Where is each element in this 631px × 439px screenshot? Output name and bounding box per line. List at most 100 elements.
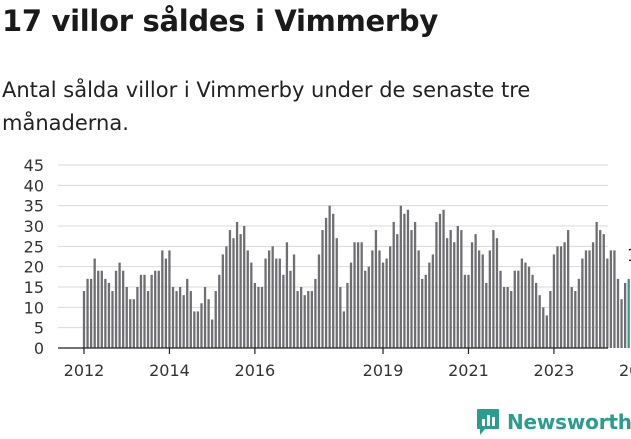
bars xyxy=(82,205,630,348)
bar xyxy=(360,242,363,348)
bar xyxy=(538,295,541,348)
bar xyxy=(143,274,146,348)
bar xyxy=(346,282,349,348)
bar xyxy=(136,287,139,348)
bar xyxy=(203,287,207,348)
x-tick-label: 2019 xyxy=(363,361,404,380)
bar xyxy=(453,242,456,348)
bar xyxy=(474,234,477,348)
bar xyxy=(467,274,470,348)
bar xyxy=(613,250,616,348)
value-label: 17 xyxy=(627,246,631,266)
bar xyxy=(502,287,506,348)
bar xyxy=(342,311,346,348)
bar xyxy=(321,230,324,348)
bar xyxy=(139,274,143,348)
bar xyxy=(161,250,164,348)
bar xyxy=(296,291,299,348)
bar xyxy=(478,250,481,348)
bar xyxy=(324,217,328,348)
bar xyxy=(314,278,317,348)
bar xyxy=(463,274,467,348)
bar xyxy=(157,270,160,348)
bar xyxy=(328,205,331,348)
bar xyxy=(381,262,385,348)
bar xyxy=(310,291,313,348)
bar xyxy=(599,230,602,348)
bar xyxy=(285,242,289,348)
bar xyxy=(292,254,296,348)
bar xyxy=(616,278,620,348)
bar xyxy=(100,270,103,348)
newsworthy-logo: Newsworthy xyxy=(476,407,631,437)
bar xyxy=(545,315,548,348)
bar xyxy=(232,238,235,348)
bar xyxy=(253,282,257,348)
brand-name: Newsworthy xyxy=(507,410,631,434)
bar xyxy=(164,258,168,348)
bar xyxy=(591,242,595,348)
annotations: 17 xyxy=(627,246,631,266)
bar xyxy=(460,230,463,348)
bar xyxy=(82,291,86,348)
bar xyxy=(431,254,435,348)
chart-title: 17 villor såldes i Vimmerby xyxy=(2,4,438,38)
bar xyxy=(225,246,228,348)
y-tick-label: 25 xyxy=(24,237,44,256)
bar xyxy=(470,242,474,348)
bar xyxy=(221,254,224,348)
y-tick-label: 35 xyxy=(24,197,44,216)
bar xyxy=(559,246,563,348)
bar xyxy=(567,230,570,348)
y-tick-label: 5 xyxy=(34,319,44,338)
bar xyxy=(86,278,89,348)
bar xyxy=(211,319,214,348)
chart-subtitle: Antal sålda villor i Vimmerby under de s… xyxy=(2,78,531,135)
bar xyxy=(122,270,125,348)
bar xyxy=(239,234,242,348)
bar xyxy=(200,303,203,348)
bar xyxy=(193,311,196,348)
bar xyxy=(171,287,175,348)
bar xyxy=(488,250,491,348)
bar xyxy=(371,250,374,348)
bar xyxy=(189,291,192,348)
bar xyxy=(485,282,488,348)
bar xyxy=(246,250,249,348)
bar xyxy=(282,274,285,348)
bar xyxy=(196,311,200,348)
bar xyxy=(349,262,353,348)
bar xyxy=(154,270,157,348)
bar xyxy=(228,230,232,348)
bar xyxy=(524,262,527,348)
y-tick-label: 0 xyxy=(34,339,44,358)
bar xyxy=(260,287,264,348)
bar xyxy=(118,262,121,348)
bar xyxy=(527,266,531,348)
bar xyxy=(588,250,591,348)
y-tick-label: 30 xyxy=(24,217,44,236)
bar xyxy=(374,230,378,348)
bar xyxy=(278,258,281,348)
bar xyxy=(317,254,321,348)
bar xyxy=(264,258,267,348)
bar xyxy=(214,291,217,348)
bar xyxy=(396,234,399,348)
bar xyxy=(531,274,534,348)
bar xyxy=(111,291,114,348)
bar xyxy=(570,287,573,348)
bar xyxy=(150,274,153,348)
bar xyxy=(481,254,484,348)
bar xyxy=(275,258,278,348)
bar xyxy=(577,278,580,348)
bar xyxy=(534,282,538,348)
bar xyxy=(449,230,452,348)
bar xyxy=(125,287,128,348)
bar-chart-badge-icon xyxy=(477,409,499,435)
bar xyxy=(506,287,509,348)
y-tick-label: 40 xyxy=(24,176,44,195)
bar xyxy=(438,213,442,348)
